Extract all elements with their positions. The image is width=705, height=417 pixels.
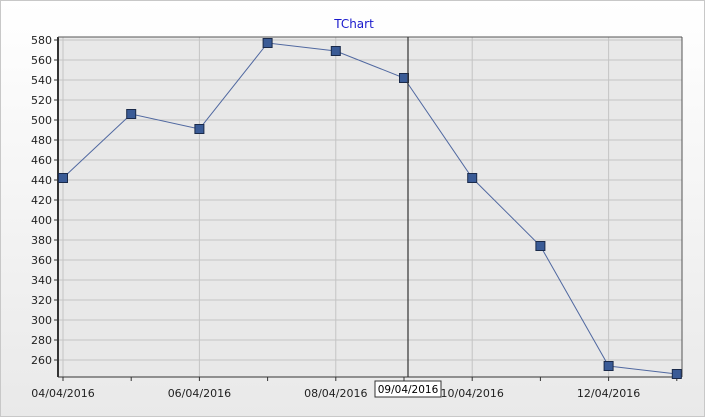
data-point[interactable] xyxy=(535,241,546,251)
x-tick-label: 06/04/2016 xyxy=(168,387,231,400)
y-tick-label: 260 xyxy=(31,354,52,367)
series-line-path xyxy=(62,42,677,375)
data-point[interactable] xyxy=(671,369,682,379)
data-point[interactable] xyxy=(262,38,273,48)
cursor-label-box xyxy=(374,380,442,398)
data-point[interactable] xyxy=(194,124,205,134)
y-tick-label: 480 xyxy=(31,134,52,147)
x-axis-labels: 04/04/2016 06/04/2016 08/04/2016 10/04/2016… xyxy=(31,387,640,400)
data-point[interactable] xyxy=(603,361,614,371)
y-tick-label: 460 xyxy=(31,154,52,167)
plot-area xyxy=(58,37,682,377)
axes xyxy=(54,36,683,381)
data-point[interactable] xyxy=(126,109,137,119)
data-point[interactable] xyxy=(330,46,341,56)
cursor-label: 09/04/2016 xyxy=(378,384,439,396)
cursor[interactable]: 09/04/2016 xyxy=(374,37,442,398)
y-tick-label: 320 xyxy=(31,294,52,307)
y-tick-label: 340 xyxy=(31,274,52,287)
series-line xyxy=(62,42,677,375)
y-tick-label: 300 xyxy=(31,314,52,327)
data-point[interactable] xyxy=(399,73,409,83)
data-point[interactable] xyxy=(467,173,478,183)
x-tick-label: 10/04/2016 xyxy=(440,387,503,400)
series-markers xyxy=(58,38,682,379)
data-point[interactable] xyxy=(58,173,68,183)
y-tick-label: 280 xyxy=(31,334,52,347)
y-tick-label: 400 xyxy=(31,214,52,227)
y-tick-label: 580 xyxy=(31,34,52,47)
y-tick-label: 420 xyxy=(31,194,52,207)
y-tick-label: 360 xyxy=(31,254,52,267)
y-tick-label: 560 xyxy=(31,54,52,67)
y-tick-label: 520 xyxy=(31,94,52,107)
x-tick-label: 04/04/2016 xyxy=(31,387,94,400)
y-tick-label: 500 xyxy=(31,114,52,127)
x-tick-label: 08/04/2016 xyxy=(304,387,367,400)
y-tick-label: 540 xyxy=(31,74,52,87)
grid xyxy=(58,37,682,377)
y-tick-label: 380 xyxy=(31,234,52,247)
chart-title: TChart xyxy=(333,17,374,31)
x-tick-label: 12/04/2016 xyxy=(577,387,640,400)
y-axis-labels: 260 280 300 320 340 360 380 400 420 440 460 480 500 5… xyxy=(31,34,52,367)
y-tick-label: 440 xyxy=(31,174,52,187)
